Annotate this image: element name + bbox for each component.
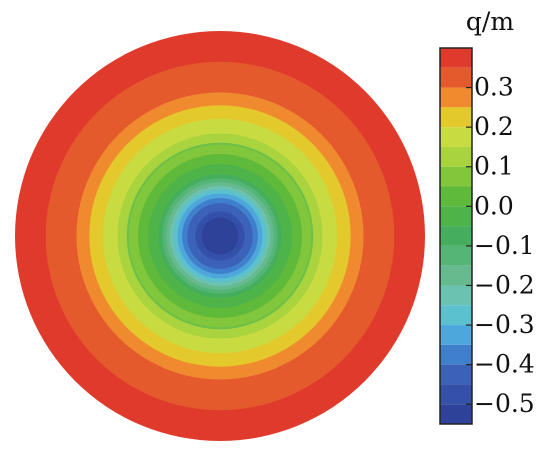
colorbar-tick-label: −0.1 bbox=[474, 231, 535, 260]
contour-line bbox=[126, 142, 314, 330]
colorbar-tick-label: 0.0 bbox=[474, 191, 514, 220]
colorbar: 0.3 0.2 0.1 0.0 −0.1 −0.2 −0.3 −0.4 −0.5 bbox=[439, 47, 535, 425]
colorbar-segment bbox=[440, 364, 472, 385]
colorbar-segment bbox=[440, 67, 472, 88]
contour-band-core bbox=[201, 217, 239, 255]
contour-disk bbox=[15, 31, 425, 441]
colorbar-tick-label: 0.2 bbox=[474, 112, 514, 141]
colorbar-segment bbox=[440, 305, 472, 326]
colorbar-tick-label: −0.2 bbox=[474, 270, 535, 299]
colorbar-tick-label: −0.3 bbox=[474, 310, 535, 339]
colorbar-segment bbox=[440, 325, 472, 345]
colorbar-segment bbox=[440, 226, 472, 246]
colorbar-segment bbox=[440, 265, 472, 286]
colorbar-segment bbox=[440, 107, 472, 128]
colorbar-tick-label: −0.5 bbox=[474, 389, 535, 418]
colorbar-segment bbox=[440, 127, 472, 147]
colorbar-segment bbox=[440, 245, 472, 266]
colorbar-segment bbox=[440, 344, 472, 365]
colorbar-tick-label: 0.1 bbox=[474, 152, 514, 181]
colorbar-tick-label: 0.3 bbox=[474, 73, 514, 102]
colorbar-title: q/m bbox=[466, 7, 514, 36]
colorbar-segment bbox=[440, 404, 472, 424]
colorbar-segment bbox=[440, 206, 472, 227]
colorbar-segment bbox=[440, 87, 472, 108]
colorbar-frame bbox=[439, 47, 473, 425]
colorbar-segment bbox=[440, 384, 472, 405]
colorbar-tick-label: −0.4 bbox=[474, 350, 535, 379]
colorbar-segment bbox=[440, 285, 472, 306]
colorbar-segment bbox=[440, 166, 472, 187]
colorbar-segment bbox=[440, 146, 472, 167]
colorbar-segment bbox=[440, 186, 472, 207]
colorbar-segment bbox=[440, 48, 472, 68]
